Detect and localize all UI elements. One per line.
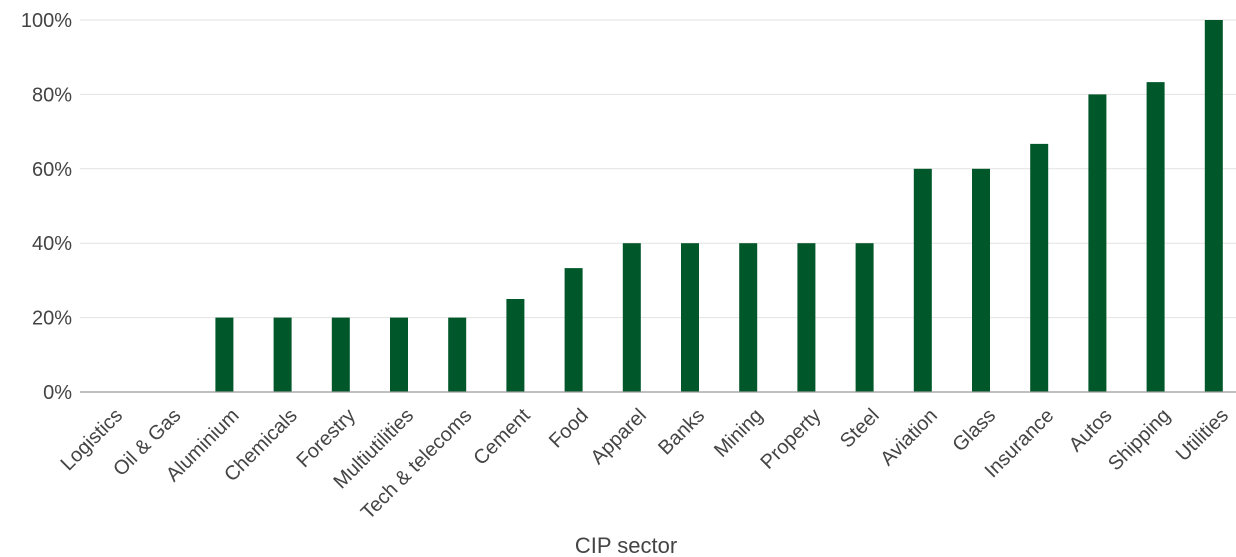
y-tick-label: 20% (32, 308, 72, 330)
x-category-label: Autos (1065, 405, 1117, 457)
y-tick-label: 80% (32, 84, 72, 106)
bar (564, 268, 583, 392)
x-category-label: Glass (948, 405, 1000, 457)
bar (913, 168, 932, 392)
y-tick-label: 0% (43, 382, 72, 404)
bars (215, 20, 1223, 393)
x-category-label: Property (757, 405, 826, 474)
bar (215, 317, 234, 392)
x-category-label: Cement (469, 404, 534, 469)
bar (972, 168, 990, 392)
bar (1146, 82, 1165, 393)
bar (797, 243, 816, 392)
x-category-label: Apparel (587, 405, 651, 469)
x-category-label: Steel (836, 405, 884, 453)
gridlines (80, 19, 1236, 319)
x-category-label: Aviation (876, 405, 942, 471)
x-category-label: Mining (710, 405, 767, 462)
y-tick-label: 40% (32, 233, 72, 255)
bar (739, 243, 758, 392)
bar (331, 317, 350, 392)
bar (855, 243, 874, 392)
bar (1204, 20, 1223, 392)
x-category-label: Utilities (1172, 405, 1233, 466)
bar (448, 317, 467, 392)
x-category-label: Banks (654, 405, 709, 460)
x-category-label: Tech & telecoms (357, 405, 476, 524)
bar (622, 243, 641, 392)
bar (1088, 94, 1107, 393)
bar (1030, 143, 1049, 392)
bar (681, 243, 699, 392)
bar (273, 317, 292, 392)
x-axis-title: CIP sector (575, 533, 677, 557)
x-category-label: Shipping (1104, 405, 1175, 476)
y-tick-label: 100% (21, 10, 72, 32)
y-tick-label: 60% (32, 159, 72, 181)
x-category-label: Food (545, 405, 593, 453)
bar (506, 299, 525, 392)
bar (390, 317, 408, 392)
y-axis-ticks: 0% 20% 40% 60% 80% 100% (21, 10, 72, 404)
